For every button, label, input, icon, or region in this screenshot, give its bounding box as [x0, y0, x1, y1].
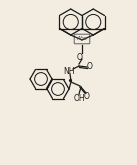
Text: O: O: [87, 62, 93, 71]
Text: O: O: [84, 92, 90, 101]
Text: Abs: Abs: [77, 36, 87, 42]
Text: OH: OH: [73, 94, 85, 103]
FancyBboxPatch shape: [74, 34, 90, 44]
Text: O: O: [77, 52, 82, 62]
Text: NH: NH: [63, 66, 75, 76]
